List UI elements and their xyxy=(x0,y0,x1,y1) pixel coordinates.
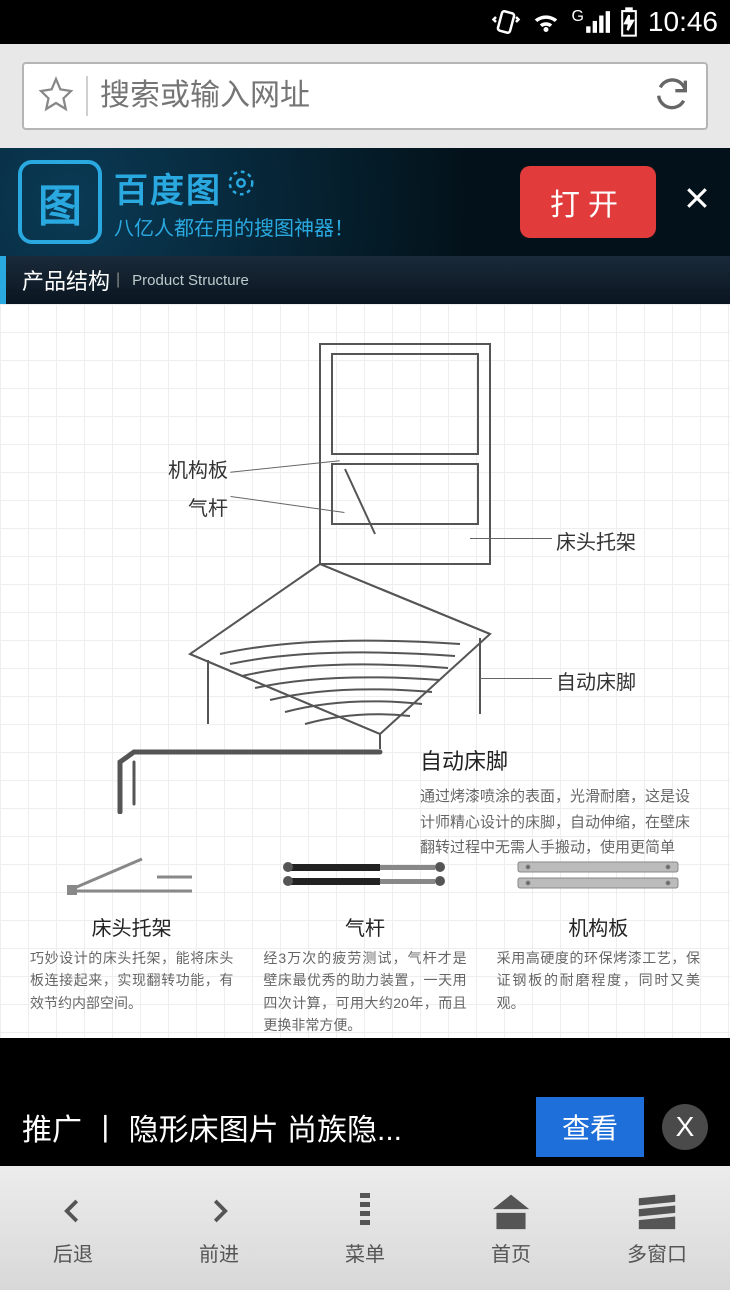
bracket-icon xyxy=(30,844,233,904)
part-title: 床头托架 xyxy=(92,912,172,941)
separator: | xyxy=(116,271,120,289)
part-bracket: 床头托架 巧妙设计的床头托架，能将床头板连接起来，实现翻转功能，有效节约内部空间… xyxy=(30,844,233,1037)
part-desc: 经3万次的疲劳测试，气杆才是壁床最优秀的助力装置，一天用四次计算，可用大约20年… xyxy=(263,947,466,1037)
clock: 10:46 xyxy=(648,6,718,38)
banner-title: 百度图 xyxy=(114,163,222,212)
mobile-label: G xyxy=(571,9,583,25)
label-qigan: 气杆 xyxy=(188,492,228,521)
promo-bar: 推广 丨 隐形床图片 尚族隐... 查看 X xyxy=(0,1088,730,1166)
auto-leg-illustration xyxy=(110,744,390,814)
vibrate-icon xyxy=(491,7,521,37)
part-title: 气杆 xyxy=(345,912,385,941)
part-gas-spring: 气杆 经3万次的疲劳测试，气杆才是壁床最优秀的助力装置，一天用四次计算，可用大约… xyxy=(263,844,466,1037)
label-chuangtou: 床头托架 xyxy=(556,526,636,555)
bookmark-star-icon[interactable] xyxy=(38,76,74,117)
search-input[interactable] xyxy=(100,79,640,113)
product-diagram: 机构板 气杆 床头托架 自动床脚 自动床脚 通过烤漆喷涂的表面，光滑耐磨，这是设… xyxy=(0,304,730,1038)
nav-home[interactable]: 首页 xyxy=(438,1166,584,1290)
nav-label: 多窗口 xyxy=(627,1238,687,1267)
wifi-icon xyxy=(531,7,561,37)
home-icon xyxy=(489,1190,533,1232)
nav-label: 首页 xyxy=(491,1238,531,1267)
divider xyxy=(86,76,88,116)
browser-bottom-nav: 后退 前进 菜单 首页 多窗口 xyxy=(0,1166,730,1290)
close-promo-button[interactable]: X xyxy=(662,1104,708,1150)
auto-leg-title: 自动床脚 xyxy=(420,744,690,776)
nav-back[interactable]: 后退 xyxy=(0,1166,146,1290)
close-banner-button[interactable] xyxy=(682,183,712,222)
banner-subtitle: 八亿人都在用的搜图神器！ xyxy=(114,212,508,241)
bed-illustration xyxy=(180,334,550,754)
nav-forward[interactable]: 前进 xyxy=(146,1166,292,1290)
open-app-button[interactable]: 打开 xyxy=(520,166,656,238)
browser-toolbar xyxy=(0,44,730,148)
gas-spring-icon xyxy=(263,844,466,904)
plate-icon xyxy=(497,844,700,904)
tabs-icon xyxy=(635,1190,679,1232)
part-desc: 巧妙设计的床头托架，能将床头板连接起来，实现翻转功能，有效节约内部空间。 xyxy=(30,947,233,1014)
section-header: 产品结构 | Product Structure xyxy=(0,256,730,304)
promo-text: 推广 丨 隐形床图片 尚族隐... xyxy=(22,1105,518,1149)
lead-line xyxy=(480,678,552,679)
app-install-banner: 图 百度图 八亿人都在用的搜图神器！ 打开 xyxy=(0,148,730,256)
part-title: 机构板 xyxy=(568,912,628,941)
nav-label: 后退 xyxy=(53,1238,93,1267)
menu-dots-icon xyxy=(358,1190,372,1232)
app-logo-char: 图 xyxy=(38,170,82,234)
app-logo-icon: 图 xyxy=(18,160,102,244)
banner-text: 百度图 八亿人都在用的搜图神器！ xyxy=(114,163,508,241)
mobile-data-icon: G xyxy=(571,9,609,35)
chevron-left-icon xyxy=(58,1190,88,1232)
parts-row: 床头托架 巧妙设计的床头托架，能将床头板连接起来，实现翻转功能，有效节约内部空间… xyxy=(30,844,700,1037)
nav-label: 菜单 xyxy=(345,1238,385,1267)
nav-label: 前进 xyxy=(199,1238,239,1267)
url-bar[interactable] xyxy=(22,62,708,130)
view-button[interactable]: 查看 xyxy=(536,1097,644,1157)
part-mechanism-plate: 机构板 采用高硬度的环保烤漆工艺，保证钢板的耐磨程度，同时又美观。 xyxy=(497,844,700,1037)
nav-menu[interactable]: 菜单 xyxy=(292,1166,438,1290)
nav-tabs[interactable]: 多窗口 xyxy=(584,1166,730,1290)
chevron-right-icon xyxy=(204,1190,234,1232)
part-desc: 采用高硬度的环保烤漆工艺，保证钢板的耐磨程度，同时又美观。 xyxy=(497,947,700,1014)
status-bar: G 10:46 xyxy=(0,0,730,44)
gear-icon xyxy=(226,168,256,207)
battery-charging-icon xyxy=(620,7,638,37)
lead-line xyxy=(470,538,552,539)
reload-icon[interactable] xyxy=(652,74,692,119)
label-zidong: 自动床脚 xyxy=(556,666,636,695)
section-title-cn: 产品结构 xyxy=(22,264,110,296)
section-title-en: Product Structure xyxy=(132,272,249,289)
label-jigouban: 机构板 xyxy=(168,454,228,483)
